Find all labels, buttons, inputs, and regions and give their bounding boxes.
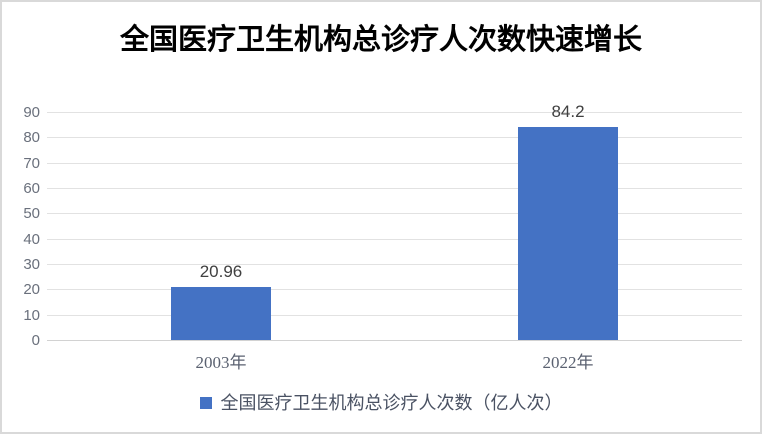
gridline — [47, 137, 742, 138]
y-tick-label: 30 — [23, 256, 40, 273]
y-tick-label: 50 — [23, 205, 40, 222]
legend-swatch-icon — [199, 397, 212, 409]
bar-value-label: 84.2 — [551, 102, 585, 121]
gridline — [47, 112, 742, 113]
x-axis-label: 2022年 — [542, 353, 594, 372]
y-tick-label: 0 — [31, 332, 40, 349]
gridline — [47, 239, 742, 240]
y-tick-label: 70 — [23, 155, 40, 172]
bar-value-label: 20.96 — [199, 262, 243, 281]
y-tick-label: 40 — [23, 231, 40, 248]
gridline — [47, 213, 742, 214]
bar — [518, 127, 618, 340]
gridline — [47, 264, 742, 265]
legend-label: 全国医疗卫生机构总诊疗人次数（亿人次） — [220, 393, 563, 413]
y-tick-label: 60 — [23, 180, 40, 197]
x-axis-line — [47, 340, 742, 341]
y-tick-label: 90 — [23, 104, 40, 121]
gridline — [47, 163, 742, 164]
gridline — [47, 315, 742, 316]
gridline — [47, 188, 742, 189]
y-tick-label: 10 — [23, 307, 40, 324]
y-tick-label: 80 — [23, 129, 40, 146]
x-axis-label: 2003年 — [195, 353, 247, 372]
legend: 全国医疗卫生机构总诊疗人次数（亿人次） — [2, 392, 760, 414]
chart-title: 全国医疗卫生机构总诊疗人次数快速增长 — [119, 24, 642, 56]
y-tick-label: 20 — [23, 281, 40, 298]
bar — [171, 287, 271, 340]
gridline — [47, 289, 742, 290]
